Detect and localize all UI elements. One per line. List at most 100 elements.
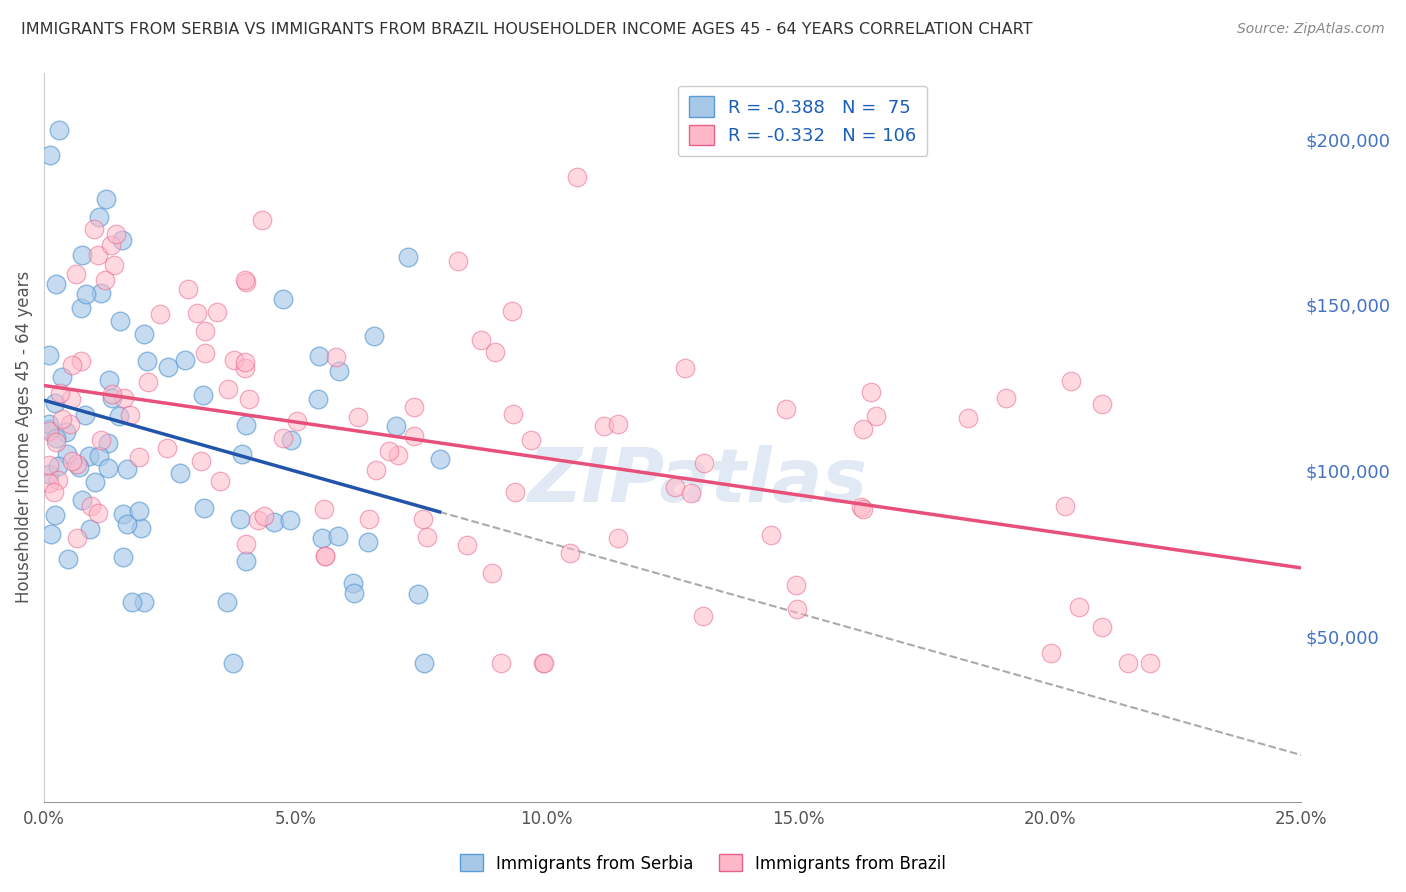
Point — [852, 502, 875, 516]
Point — [1139, 656, 1161, 670]
Point — [87, 506, 110, 520]
Point — [278, 513, 301, 527]
Point — [110, 314, 132, 328]
Point — [565, 170, 588, 185]
Point — [1039, 646, 1062, 660]
Point — [38, 348, 60, 362]
Point — [186, 306, 208, 320]
Text: Source: ZipAtlas.com: Source: ZipAtlas.com — [1237, 22, 1385, 37]
Point — [560, 546, 582, 560]
Point — [325, 350, 347, 364]
Point — [48, 123, 70, 137]
Point — [1060, 375, 1083, 389]
Point — [46, 458, 69, 473]
Point — [112, 392, 135, 406]
Point — [593, 418, 616, 433]
Point — [45, 434, 67, 449]
Point — [849, 500, 872, 514]
Point — [157, 359, 180, 374]
Point — [285, 414, 308, 428]
Point — [75, 287, 97, 301]
Point — [49, 386, 72, 401]
Point — [38, 476, 60, 491]
Point — [681, 486, 703, 500]
Point — [412, 512, 434, 526]
Point — [1053, 499, 1076, 513]
Point — [785, 578, 807, 592]
Text: ZIPatlas: ZIPatlas — [527, 444, 868, 517]
Point — [128, 450, 150, 464]
Point — [131, 521, 153, 535]
Text: IMMIGRANTS FROM SERBIA VS IMMIGRANTS FROM BRAZIL HOUSEHOLDER INCOME AGES 45 - 64: IMMIGRANTS FROM SERBIA VS IMMIGRANTS FRO… — [21, 22, 1032, 37]
Point — [97, 435, 120, 450]
Point — [87, 449, 110, 463]
Point — [194, 346, 217, 360]
Point — [346, 409, 368, 424]
Point — [193, 501, 215, 516]
Point — [416, 530, 439, 544]
Point — [995, 391, 1018, 405]
Point — [235, 275, 257, 289]
Point — [117, 516, 139, 531]
Point — [38, 422, 60, 436]
Point — [96, 193, 118, 207]
Point — [311, 531, 333, 545]
Point — [229, 512, 252, 526]
Point — [759, 528, 782, 542]
Point — [60, 454, 83, 468]
Point — [366, 463, 388, 477]
Point — [314, 549, 336, 564]
Point — [104, 227, 127, 241]
Point — [280, 433, 302, 447]
Point — [39, 148, 62, 162]
Point — [273, 292, 295, 306]
Point — [45, 277, 67, 291]
Point — [505, 484, 527, 499]
Point — [66, 457, 89, 471]
Point — [533, 656, 555, 670]
Point — [70, 301, 93, 316]
Point — [59, 417, 82, 431]
Point — [342, 576, 364, 591]
Point — [235, 417, 257, 432]
Point — [87, 247, 110, 261]
Point — [1116, 656, 1139, 670]
Point — [456, 538, 478, 552]
Point — [314, 549, 336, 563]
Point — [692, 608, 714, 623]
Point — [429, 452, 451, 467]
Point — [235, 554, 257, 568]
Point — [693, 456, 716, 470]
Point — [447, 253, 470, 268]
Point — [56, 447, 79, 461]
Point — [39, 527, 62, 541]
Point — [484, 344, 506, 359]
Point — [396, 250, 419, 264]
Point — [1067, 600, 1090, 615]
Point — [1091, 397, 1114, 411]
Point — [156, 442, 179, 456]
Point — [44, 508, 66, 523]
Point — [217, 382, 239, 396]
Point — [307, 392, 329, 406]
Point — [38, 458, 60, 472]
Point — [90, 285, 112, 300]
Point — [470, 334, 492, 348]
Point — [235, 537, 257, 551]
Point — [128, 504, 150, 518]
Point — [231, 447, 253, 461]
Point — [377, 444, 399, 458]
Point — [93, 273, 115, 287]
Point — [103, 259, 125, 273]
Point — [520, 433, 543, 447]
Point — [55, 425, 77, 439]
Point — [502, 407, 524, 421]
Point — [70, 248, 93, 262]
Point — [149, 307, 172, 321]
Point — [238, 392, 260, 406]
Point — [208, 474, 231, 488]
Point — [42, 484, 65, 499]
Point — [112, 549, 135, 564]
Point — [45, 431, 67, 445]
Point — [111, 234, 134, 248]
